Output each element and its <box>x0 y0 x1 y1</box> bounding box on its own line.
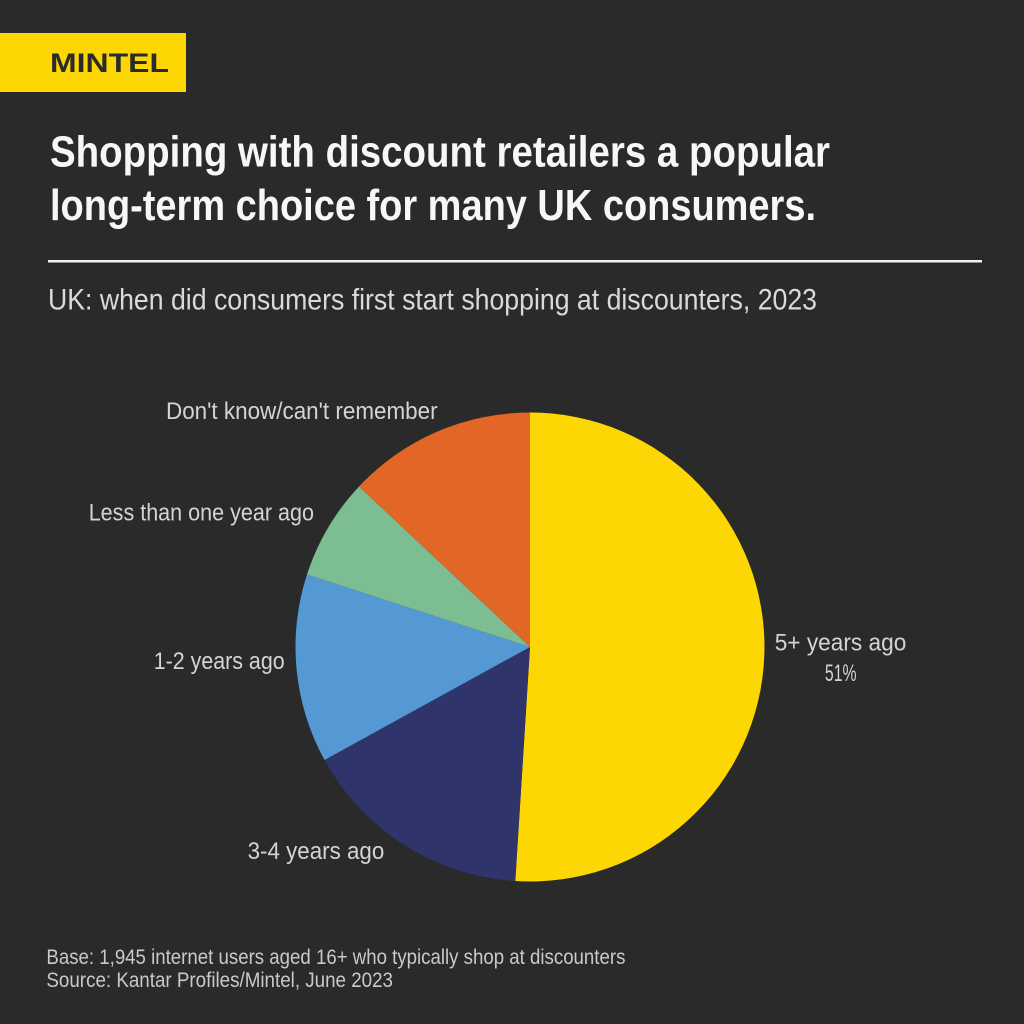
svg-text:UK: when did consumers first s: UK: when did consumers first start shopp… <box>48 283 817 316</box>
svg-text:Source: Kantar Profiles/Mintel: Source: Kantar Profiles/Mintel, June 202… <box>46 969 393 992</box>
svg-text:Shopping with discount retaile: Shopping with discount retailers a popul… <box>50 129 830 177</box>
svg-text:3-4 years ago: 3-4 years ago <box>248 838 385 865</box>
svg-text:MINTEL: MINTEL <box>50 48 169 78</box>
svg-text:1-2 years ago: 1-2 years ago <box>154 648 285 675</box>
svg-text:Less than one year ago: Less than one year ago <box>89 500 314 527</box>
svg-text:long-term choice for many UK c: long-term choice for many UK consumers. <box>50 182 816 230</box>
svg-text:Don't know/can't remember: Don't know/can't remember <box>166 398 438 425</box>
svg-text:5+ years ago: 5+ years ago <box>775 629 907 656</box>
svg-text:51%: 51% <box>825 660 857 687</box>
svg-text:Base: 1,945 internet users age: Base: 1,945 internet users aged 16+ who … <box>46 946 625 969</box>
